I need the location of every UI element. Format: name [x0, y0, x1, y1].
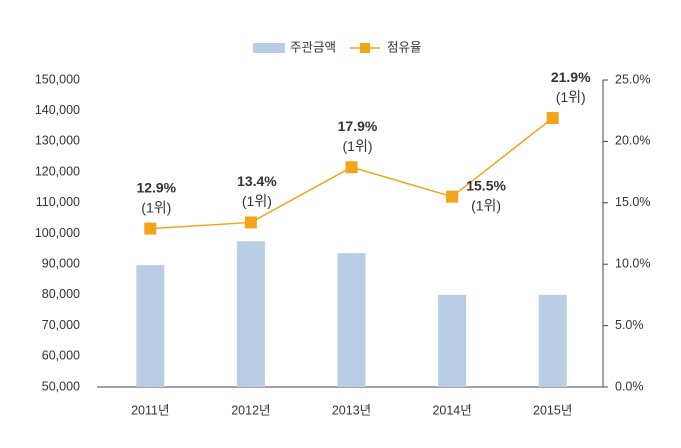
rank-label: (1위) — [242, 193, 272, 209]
marker — [244, 216, 257, 229]
y2-tick-label: 25.0% — [615, 72, 650, 86]
data-label: 13.4% — [237, 173, 277, 189]
rank-label: (1위) — [556, 89, 586, 105]
y-tick-label: 130,000 — [35, 134, 80, 148]
data-label: 17.9% — [338, 118, 378, 134]
y-tick-label: 150,000 — [35, 72, 80, 86]
x-tick-label: 2014년 — [432, 403, 471, 417]
marker — [345, 161, 358, 174]
bar — [438, 294, 467, 387]
y2-tick-label: 5.0% — [615, 318, 644, 332]
data-label: 12.9% — [136, 179, 176, 195]
y-tick-label: 70,000 — [42, 318, 80, 332]
data-label: 15.5% — [466, 177, 506, 193]
x-tick-label: 2013년 — [332, 403, 371, 417]
y-tick-label: 50,000 — [42, 379, 80, 393]
y2-tick-label: 0.0% — [615, 379, 644, 393]
y-tick-label: 110,000 — [36, 195, 80, 209]
bar — [136, 265, 165, 387]
y2-tick-label: 10.0% — [615, 256, 650, 270]
y2-tick-label: 15.0% — [615, 195, 650, 209]
bar — [538, 294, 567, 387]
y-tick-label: 140,000 — [35, 103, 80, 117]
legend-label: 주관금액 — [290, 40, 336, 54]
x-tick-label: 2015년 — [533, 403, 572, 417]
legend-swatch — [253, 43, 285, 53]
rank-label: (1위) — [343, 138, 373, 154]
marker — [144, 222, 157, 235]
data-label: 21.9% — [551, 69, 591, 85]
marker — [446, 190, 459, 203]
rank-label: (1위) — [141, 199, 171, 215]
bar — [236, 241, 265, 387]
legend-swatch — [360, 43, 370, 53]
legend-label: 점유율 — [387, 40, 422, 54]
y-tick-label: 80,000 — [42, 287, 80, 301]
x-tick-label: 2012년 — [231, 403, 270, 417]
x-tick-label: 2011년 — [131, 403, 169, 417]
bar — [337, 253, 366, 387]
y-tick-label: 60,000 — [42, 349, 80, 363]
marker — [546, 112, 559, 125]
y-tick-label: 100,000 — [35, 226, 80, 240]
rank-label: (1위) — [471, 197, 501, 213]
y2-tick-label: 20.0% — [615, 134, 650, 148]
y-tick-label: 120,000 — [35, 164, 80, 178]
y-tick-label: 90,000 — [42, 256, 80, 270]
